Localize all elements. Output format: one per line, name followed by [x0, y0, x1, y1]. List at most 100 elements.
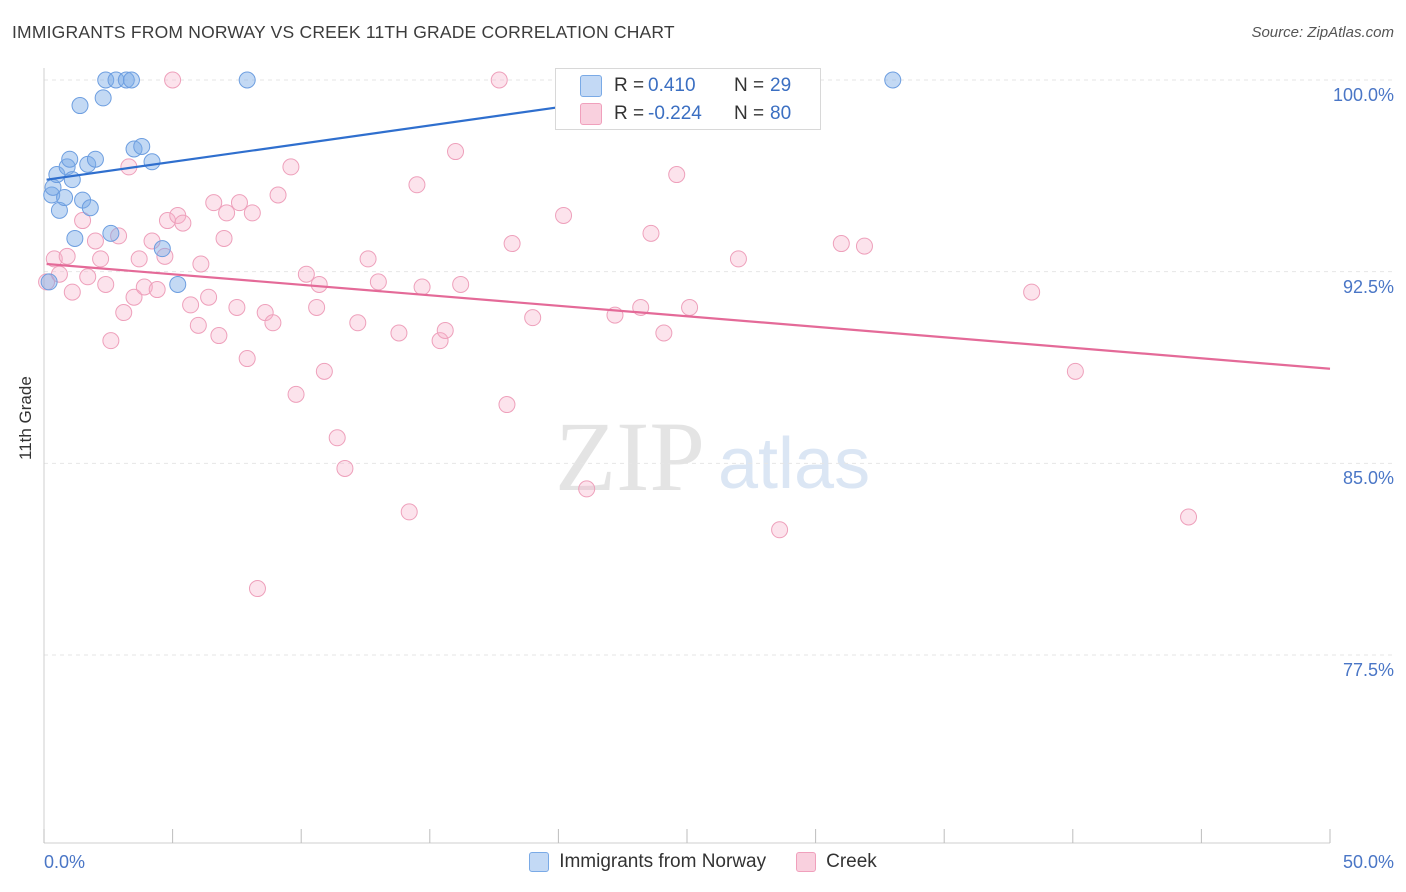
norway-point: [40, 273, 58, 291]
creek-point: [390, 324, 408, 342]
creek-swatch: [580, 103, 602, 125]
r-value: -0.224: [648, 103, 702, 124]
norway-point: [81, 199, 99, 217]
creek-point: [490, 71, 508, 89]
norway-point: [117, 71, 135, 89]
stats-row-norway: R = 0.410 N = 29: [556, 72, 820, 100]
creek-point: [452, 275, 470, 293]
creek-point: [1023, 283, 1041, 301]
creek-point: [135, 278, 153, 296]
creek-point: [681, 298, 699, 316]
creek-point: [215, 229, 233, 247]
norway-point: [94, 89, 112, 107]
creek-point: [855, 237, 873, 255]
creek-point: [228, 298, 246, 316]
creek-point: [400, 503, 418, 521]
legend-item-creek[interactable]: Creek: [796, 851, 877, 873]
creek-point: [668, 166, 686, 184]
watermark-atlas: atlas: [718, 424, 870, 504]
creek-point: [182, 296, 200, 314]
norway-point: [238, 71, 256, 89]
creek-point: [359, 250, 377, 268]
creek-point: [74, 212, 92, 230]
creek-point: [218, 204, 236, 222]
y-tick-label: 100.0%: [1332, 85, 1394, 105]
creek-point: [413, 278, 431, 296]
creek-point: [264, 314, 282, 332]
creek-point: [555, 206, 573, 224]
creek-point: [192, 255, 210, 273]
r-value: 0.410: [648, 75, 696, 96]
creek-point: [164, 71, 182, 89]
n-label: N =: [734, 103, 765, 124]
y-tick-label: 77.5%: [1342, 660, 1394, 680]
creek-point: [1066, 362, 1084, 380]
creek-point: [436, 321, 454, 339]
creek-point: [230, 194, 248, 212]
creek-point: [524, 309, 542, 327]
norway-point: [86, 150, 104, 168]
data-points: [38, 71, 1198, 598]
norway-point: [71, 97, 89, 115]
creek-point: [92, 250, 110, 268]
norway-point: [107, 71, 125, 89]
creek-point: [655, 324, 673, 342]
creek-point: [832, 235, 850, 253]
creek-point: [297, 265, 315, 283]
creek-point: [189, 316, 207, 334]
creek-point: [578, 480, 596, 498]
creek-point: [1180, 508, 1198, 526]
creek-point: [447, 143, 465, 161]
chart-title: IMMIGRANTS FROM NORWAY VS CREEK 11TH GRA…: [12, 22, 675, 42]
creek-point: [86, 232, 104, 250]
creek-legend-swatch: [796, 852, 817, 872]
r-label: R =: [614, 75, 645, 96]
creek-point: [336, 459, 354, 477]
creek-point: [310, 275, 328, 293]
creek-point: [642, 224, 660, 242]
creek-point: [200, 288, 218, 306]
stats-row-creek: R = -0.224 N = 80: [556, 100, 820, 128]
creek-point: [328, 429, 346, 447]
r-label: R =: [614, 103, 645, 124]
n-label: N =: [734, 75, 765, 96]
creek-point: [148, 281, 166, 299]
y-tick-label: 85.0%: [1342, 468, 1394, 489]
n-value: 29: [770, 75, 792, 96]
creek-point: [174, 214, 192, 232]
creek-point: [315, 362, 333, 380]
x-tick-max: 50.0%: [1342, 852, 1394, 872]
creek-point: [248, 580, 266, 598]
creek-point: [431, 332, 449, 350]
creek-point: [115, 304, 133, 322]
creek-point: [771, 521, 789, 539]
norway-point: [884, 71, 902, 89]
norway-swatch: [580, 75, 602, 97]
creek-point: [97, 275, 115, 293]
creek-point: [349, 314, 367, 332]
norway-point: [169, 275, 187, 293]
watermark-zip: ZIP: [555, 401, 705, 512]
creek-point: [282, 158, 300, 176]
creek-point: [503, 235, 521, 253]
creek-point: [287, 385, 305, 403]
creek-point: [369, 273, 387, 291]
norway-point: [97, 71, 115, 89]
creek-point: [238, 350, 256, 368]
series-legend: Immigrants from Norway Creek: [0, 851, 1406, 873]
creek-point: [498, 396, 516, 414]
creek-point: [45, 250, 63, 268]
norway-point: [50, 201, 68, 219]
norway-legend-swatch: [529, 852, 550, 872]
creek-point: [125, 288, 143, 306]
creek-point: [729, 250, 747, 268]
y-tick-label: 92.5%: [1342, 276, 1394, 297]
norway-point: [63, 171, 81, 189]
n-value: 80: [770, 103, 792, 124]
norway-point: [153, 240, 171, 258]
creek-point: [308, 298, 326, 316]
legend-item-norway[interactable]: Immigrants from Norway: [529, 851, 766, 873]
creek-point: [58, 247, 76, 265]
source-label: Source: ZipAtlas.com: [1251, 24, 1394, 41]
